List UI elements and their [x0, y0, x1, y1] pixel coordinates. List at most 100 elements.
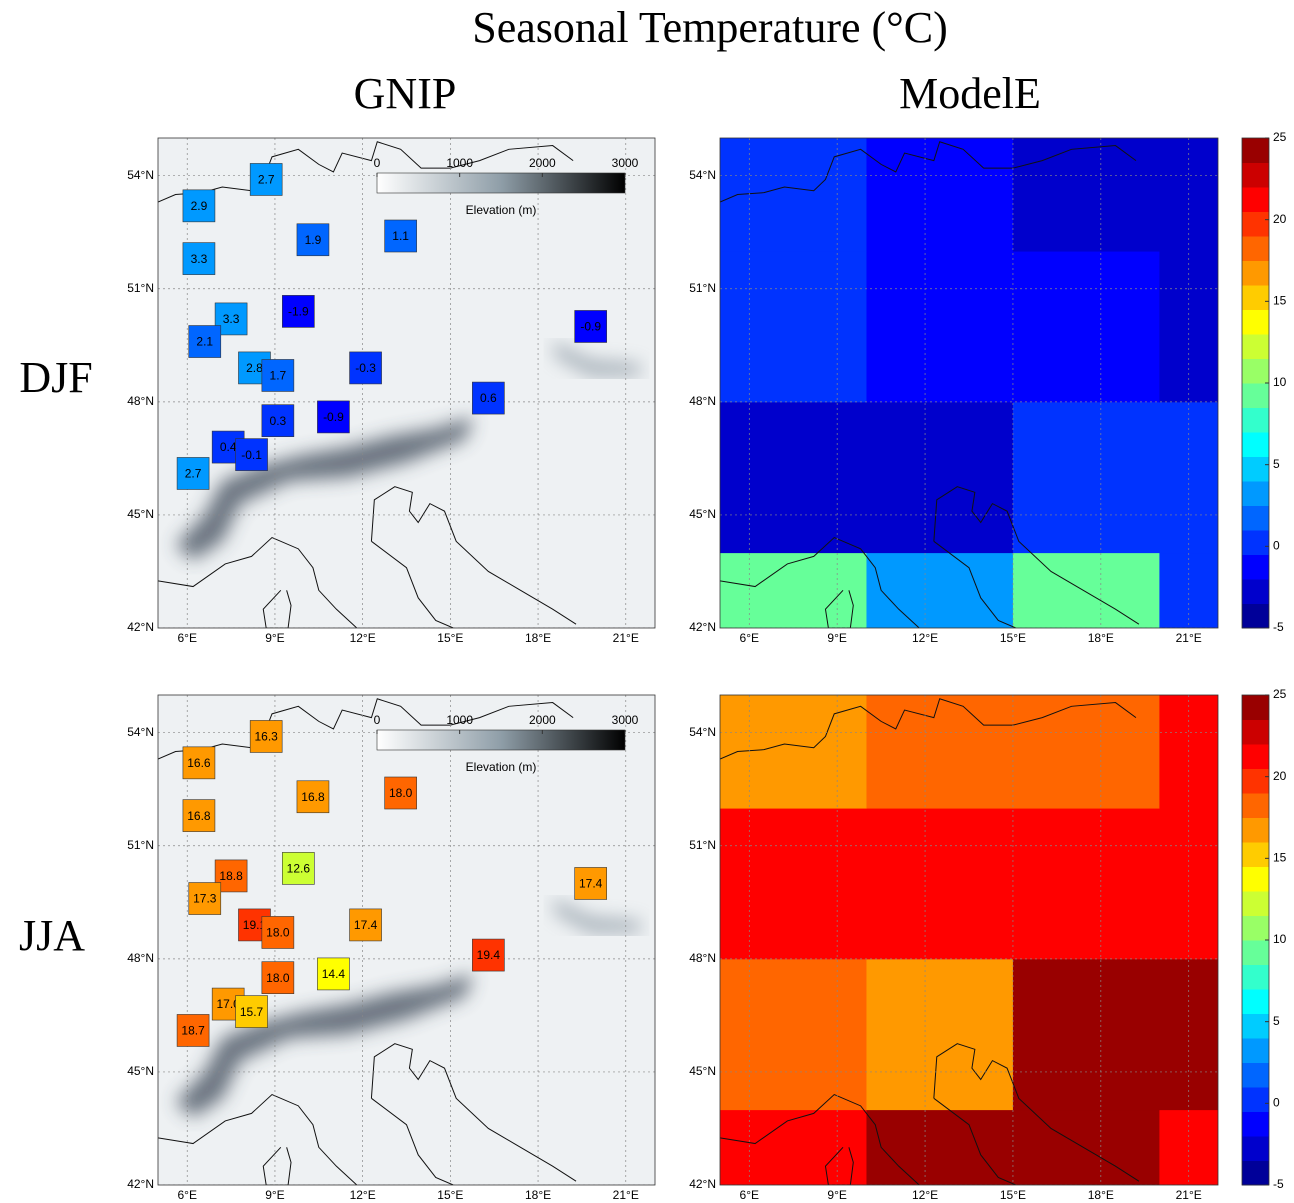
map-panel: [720, 695, 1219, 1186]
colorbar-tick-label: 15: [1273, 851, 1287, 865]
y-tick-label: 48°N: [689, 951, 716, 965]
station-label: 16.6: [187, 756, 211, 770]
y-tick-label: 51°N: [689, 281, 716, 295]
colorbar-segment: [1242, 530, 1269, 555]
colorbar-tick-label: -5: [1273, 620, 1284, 634]
map-panel: [158, 138, 655, 628]
elevation-colorbar: [377, 730, 625, 750]
colorbar-segment: [1242, 604, 1269, 629]
grid-cell: [1013, 959, 1160, 1110]
station-label: 17.4: [579, 877, 603, 891]
grid-cell: [866, 138, 1013, 252]
station-label: 17.4: [354, 918, 378, 932]
station-label: 1.9: [305, 233, 322, 247]
y-tick-label: 51°N: [689, 838, 716, 852]
station-label: 18.0: [266, 926, 290, 940]
colorbar-segment: [1242, 261, 1269, 286]
station-label: 19.4: [477, 948, 501, 962]
colorbar-segment: [1242, 1112, 1269, 1137]
colorbar-segment: [1242, 720, 1269, 745]
colorbar-tick-label: 10: [1273, 932, 1287, 946]
grid-cell: [720, 138, 867, 252]
station-label: 17.3: [193, 892, 217, 906]
map-panel: [720, 138, 1219, 629]
grid-cell: [1013, 251, 1160, 402]
x-tick-label: 9°E: [265, 1188, 284, 1202]
x-tick-label: 21°E: [1176, 631, 1202, 645]
x-tick-label: 12°E: [912, 1188, 938, 1202]
station-label: 18.7: [181, 1024, 205, 1038]
colorbar-segment: [1242, 989, 1269, 1014]
x-tick-label: 15°E: [437, 631, 463, 645]
grid-cell: [866, 695, 1013, 809]
station-label: 1.1: [392, 229, 409, 243]
colorbar-segment: [1242, 1136, 1269, 1161]
y-tick-label: 42°N: [689, 1177, 716, 1191]
y-tick-label: 51°N: [127, 838, 154, 852]
colorbar-segment: [1242, 940, 1269, 965]
colorbar-segment: [1242, 965, 1269, 990]
y-tick-label: 48°N: [689, 394, 716, 408]
colorbar-segment: [1242, 383, 1269, 408]
grid-cell: [866, 808, 1013, 959]
x-tick-label: 9°E: [265, 631, 284, 645]
grid-cell: [1013, 808, 1160, 959]
colorbar-segment: [1242, 285, 1269, 310]
terrain-background: [158, 138, 655, 628]
x-tick-label: 18°E: [1088, 631, 1114, 645]
station-label: 16.8: [187, 809, 211, 823]
colorbar-segment: [1242, 867, 1269, 892]
x-tick-label: 9°E: [827, 1188, 846, 1202]
x-tick-label: 18°E: [1088, 1188, 1114, 1202]
grid-cell: [720, 959, 867, 1110]
elevation-tick-label: 0: [374, 713, 381, 727]
terrain-background: [158, 695, 655, 1185]
colorbar-tick-label: 20: [1273, 769, 1287, 783]
station-label: 12.6: [287, 862, 311, 876]
y-tick-label: 45°N: [689, 1064, 716, 1078]
station-label: 3.3: [223, 312, 240, 326]
colorbar-segment: [1242, 1063, 1269, 1088]
colorbar-segment: [1242, 1161, 1269, 1186]
station-label: -0.1: [241, 448, 262, 462]
colorbar-segment: [1242, 695, 1269, 720]
y-tick-label: 42°N: [127, 620, 154, 634]
station-label: 18.0: [389, 786, 413, 800]
grid-cell: [720, 808, 867, 959]
y-tick-label: 54°N: [127, 168, 154, 182]
x-tick-label: 15°E: [1000, 631, 1026, 645]
x-tick-label: 21°E: [613, 1188, 639, 1202]
colorbar-segment: [1242, 408, 1269, 433]
colorbar-segment: [1242, 506, 1269, 531]
grid-cell: [1013, 1110, 1160, 1186]
colorbar-segment: [1242, 744, 1269, 769]
colorbar-tick-label: 15: [1273, 294, 1287, 308]
colorbar-tick-label: 20: [1273, 212, 1287, 226]
station-label: -0.3: [355, 361, 376, 375]
colorbar-tick-label: 5: [1273, 1014, 1280, 1028]
elevation-label: Elevation (m): [466, 760, 537, 774]
station-label: 2.7: [185, 467, 202, 481]
colorbar-segment: [1242, 1087, 1269, 1112]
grid-cell: [720, 1110, 867, 1186]
colorbar-segment: [1242, 457, 1269, 482]
grid-cell: [1013, 138, 1160, 252]
colorbar-segment: [1242, 579, 1269, 604]
station-label: -0.9: [580, 320, 601, 334]
grid-cell: [1013, 402, 1160, 553]
grid-cell: [866, 1110, 1013, 1186]
x-tick-label: 21°E: [1176, 1188, 1202, 1202]
x-tick-label: 9°E: [827, 631, 846, 645]
figure-title: Seasonal Temperature (°C): [472, 3, 948, 52]
station-label: -0.9: [323, 410, 344, 424]
station-label: 0.3: [270, 414, 287, 428]
colorbar-segment: [1242, 1014, 1269, 1039]
colorbar-tick-label: 0: [1273, 1096, 1280, 1110]
colorbar-segment: [1242, 891, 1269, 916]
grid-cell: [720, 553, 867, 629]
colorbar-segment: [1242, 555, 1269, 580]
grid-cell: [720, 402, 867, 553]
station-label: -1.9: [288, 305, 309, 319]
x-tick-label: 12°E: [912, 631, 938, 645]
grid-cell: [1013, 553, 1160, 629]
